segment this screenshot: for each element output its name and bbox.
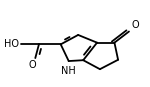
Text: NH: NH [61,66,75,76]
Text: HO: HO [4,39,19,49]
Text: O: O [29,60,36,70]
Text: O: O [131,20,139,30]
